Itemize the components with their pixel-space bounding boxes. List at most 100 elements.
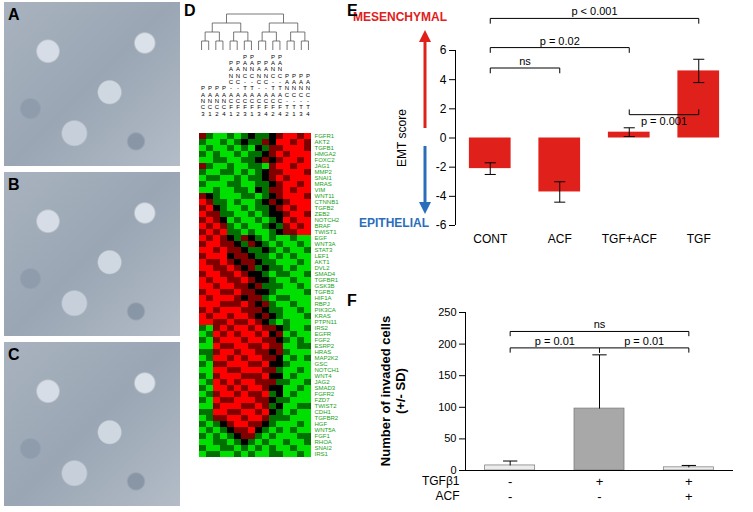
svg-text:0: 0 — [440, 131, 447, 145]
html-text:D: D — [184, 2, 196, 19]
svg-text:PANC-ACF3: PANC-ACF3 — [257, 60, 262, 116]
svg-text:MRAS: MRAS — [314, 181, 332, 188]
svg-text:p = 0.02: p = 0.02 — [540, 35, 580, 47]
html-text:Number of invaded cells: Number of invaded cells — [378, 315, 393, 467]
svg-text:100: 100 — [438, 401, 456, 413]
svg-text:ACF: ACF — [436, 489, 460, 503]
svg-text:PANC-ACF4: PANC-ACF4 — [264, 60, 269, 116]
svg-text:AKT1: AKT1 — [314, 259, 330, 266]
svg-text:TGFβ1: TGFβ1 — [422, 474, 460, 488]
svg-text:BRAF: BRAF — [314, 223, 331, 230]
svg-text:CTNNB1: CTNNB1 — [314, 199, 339, 206]
svg-text:PTPN11: PTPN11 — [314, 319, 337, 326]
svg-text:50: 50 — [444, 432, 456, 444]
html-text:A: A — [8, 6, 20, 23]
svg-text:RBPJ: RBPJ — [314, 301, 330, 308]
svg-text:-: - — [508, 474, 512, 489]
svg-text:PANC-ACF1: PANC-ACF1 — [229, 60, 234, 116]
svg-text:PANC-T1: PANC-T1 — [292, 73, 297, 117]
svg-text:SMAD4: SMAD4 — [314, 271, 336, 278]
svg-text:VIM: VIM — [314, 187, 326, 194]
svg-text:PANC-T2: PANC-T2 — [285, 73, 290, 117]
svg-text:SNAI1: SNAI1 — [314, 175, 332, 182]
svg-text:TGFBR1: TGFBR1 — [314, 277, 339, 284]
html-text:C: C — [8, 346, 20, 363]
svg-text:PANC-TACF2: PANC-TACF2 — [271, 54, 276, 117]
svg-text:STAT3: STAT3 — [314, 247, 333, 254]
svg-text:HRAS: HRAS — [314, 349, 332, 356]
svg-text:ESRP2: ESRP2 — [314, 343, 335, 350]
svg-text:LEF1: LEF1 — [314, 253, 329, 260]
svg-text:-6: -6 — [436, 218, 447, 232]
svg-text:ns: ns — [594, 318, 606, 330]
svg-text:p = 0.001: p = 0.001 — [641, 115, 687, 127]
svg-text:GSC: GSC — [314, 361, 328, 368]
svg-text:NOTCH1: NOTCH1 — [314, 367, 340, 374]
svg-text:MMP2: MMP2 — [314, 169, 332, 176]
svg-text:IRS1: IRS1 — [315, 451, 329, 457]
svg-text:TGF: TGF — [687, 232, 711, 246]
svg-text:-: - — [597, 489, 601, 504]
svg-text:PANC3: PANC3 — [201, 85, 206, 116]
svg-text:TGFB2: TGFB2 — [314, 205, 334, 212]
svg-text:EMT score: EMT score — [395, 109, 409, 167]
svg-text:2: 2 — [440, 102, 447, 116]
svg-text:TGF+ACF: TGF+ACF — [602, 232, 657, 246]
svg-text:TGFB3: TGFB3 — [314, 289, 334, 296]
svg-text:WNT11: WNT11 — [314, 193, 335, 200]
svg-text:WNT4: WNT4 — [314, 373, 332, 380]
svg-text:FGF2: FGF2 — [314, 337, 330, 344]
html-text:F: F — [347, 292, 357, 309]
svg-text:+: + — [596, 474, 604, 489]
svg-text:CONT: CONT — [473, 232, 508, 246]
svg-text:KRAS: KRAS — [314, 313, 331, 320]
svg-text:HIF1A: HIF1A — [314, 295, 332, 302]
svg-text:250: 250 — [438, 306, 456, 318]
svg-text:ns: ns — [519, 55, 531, 67]
html-text:E: E — [347, 2, 358, 19]
svg-text:+: + — [685, 474, 693, 489]
svg-text:DVL2: DVL2 — [314, 265, 330, 272]
svg-text:GSK3B: GSK3B — [314, 283, 335, 290]
svg-text:PANC-T3: PANC-T3 — [299, 73, 304, 117]
svg-text:PANC-ACF2: PANC-ACF2 — [236, 60, 241, 116]
svg-text:FOXC2: FOXC2 — [314, 157, 335, 164]
svg-text:+: + — [685, 489, 693, 504]
svg-text:NOTCH2: NOTCH2 — [314, 217, 340, 224]
svg-text:FGFR1: FGFR1 — [314, 133, 335, 140]
svg-text:ACF: ACF — [548, 232, 572, 246]
svg-text:TWIST1: TWIST1 — [314, 229, 337, 236]
svg-text:PANC-TACF3: PANC-TACF3 — [243, 54, 248, 117]
svg-text:200: 200 — [438, 338, 456, 350]
svg-text:-2: -2 — [436, 160, 447, 174]
svg-text:EGF: EGF — [314, 235, 327, 242]
svg-text:ZEB2: ZEB2 — [314, 211, 330, 218]
svg-text:MAP2K2: MAP2K2 — [314, 355, 339, 362]
svg-text:AKT2: AKT2 — [314, 139, 330, 146]
svg-text:PANC1: PANC1 — [208, 85, 213, 116]
svg-text:IRS2: IRS2 — [314, 325, 328, 332]
svg-text:PANC2: PANC2 — [215, 85, 220, 116]
svg-text:PANC-T4: PANC-T4 — [306, 73, 311, 117]
svg-text:p = 0.01: p = 0.01 — [624, 335, 664, 347]
svg-text:PANC-TACF4: PANC-TACF4 — [278, 54, 283, 117]
svg-text:PIK3CA: PIK3CA — [314, 307, 336, 314]
svg-text:EGFR: EGFR — [314, 331, 332, 338]
svg-text:JAG1: JAG1 — [314, 163, 330, 170]
html-text:MESENCHYMAL: MESENCHYMAL — [353, 10, 447, 24]
svg-text:TGFB1: TGFB1 — [314, 145, 334, 152]
svg-text:4: 4 — [440, 73, 447, 87]
html-text:(+/- SD): (+/- SD) — [393, 368, 408, 414]
svg-text:p = 0.01: p = 0.01 — [535, 335, 575, 347]
svg-text:150: 150 — [438, 369, 456, 381]
svg-text:WNT3A: WNT3A — [314, 241, 336, 248]
html-text:B: B — [8, 176, 20, 193]
svg-text:HMGA2: HMGA2 — [314, 151, 336, 158]
svg-text:6: 6 — [440, 43, 447, 57]
html-text:EPITHELIAL: EPITHELIAL — [359, 216, 429, 230]
svg-text:-4: -4 — [436, 189, 447, 203]
svg-text:PANC-TACF1: PANC-TACF1 — [250, 54, 255, 117]
svg-text:PANC4: PANC4 — [222, 85, 227, 116]
svg-text:p < 0.001: p < 0.001 — [571, 5, 617, 17]
svg-text:-: - — [508, 489, 512, 504]
